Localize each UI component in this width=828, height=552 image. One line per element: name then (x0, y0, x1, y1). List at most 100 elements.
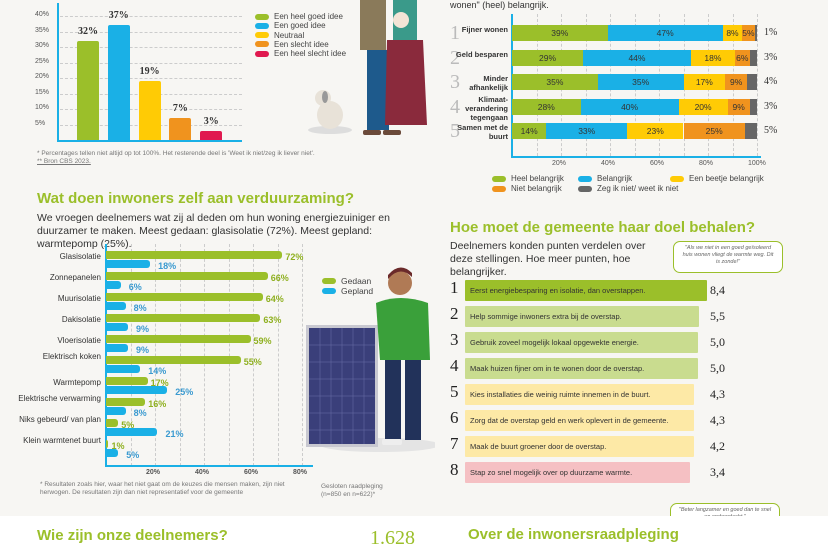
gridline (757, 14, 758, 156)
gridline (204, 244, 205, 466)
statement-score: 8,4 (710, 283, 725, 297)
y-axis (57, 3, 59, 141)
quote-bubble-1: "Als we niet in een goed geïsoleerd huis… (673, 241, 783, 273)
bar (106, 335, 251, 343)
bar-segment: 9% (725, 74, 748, 90)
x-axis (105, 465, 313, 467)
legend-swatch (255, 22, 269, 29)
bar-label: 21% (165, 428, 184, 439)
bar-segment: 29% (512, 49, 584, 66)
bar (77, 40, 99, 140)
legend-item: Neutraal (255, 31, 304, 40)
bar-label: 6% (128, 281, 142, 292)
bar-segment: 20% (678, 98, 728, 115)
bar-segment: 47% (607, 25, 723, 41)
x-tick-label: 100% (748, 160, 766, 167)
row-label: Dakisolatie (61, 315, 101, 324)
row-label: Minder afhankelijk (469, 74, 508, 92)
legend-label: Gedaan (341, 276, 372, 286)
bar-segment (749, 98, 757, 115)
bar (106, 377, 148, 385)
x-axis (511, 156, 761, 158)
bar-label: 37% (108, 10, 129, 22)
x-tick-label: 40% (601, 160, 616, 167)
remainder-label: 3% (764, 100, 778, 112)
statement-bar: Maak huizen fijner om in te wonen door d… (465, 358, 698, 379)
statement-score: 4,2 (710, 439, 725, 453)
legend-label: Zeg ik niet/ weet ik niet (597, 184, 679, 193)
bar (106, 385, 168, 394)
row-label: Klein warmtenet buurt (23, 436, 101, 445)
sample-size: Gesloten raadpleging (n=850 en n=622)* (321, 483, 383, 498)
bar-label: 17% (150, 378, 169, 388)
bar-segment: 6% (734, 49, 750, 66)
bar-segment: 39% (512, 25, 608, 41)
y-tick-label: 25% (35, 57, 50, 65)
bar-segment: 28% (512, 98, 581, 115)
bar (106, 398, 146, 406)
legend-item: Zeg ik niet/ weet ik niet (578, 184, 678, 193)
statement-rank: 4 (450, 356, 459, 375)
bar-segment: 17% (683, 74, 726, 90)
x-tick-label: 60% (244, 469, 259, 476)
bar-label: 5% (121, 420, 135, 430)
rank-number: 5 (450, 120, 460, 142)
legend-label: Belangrijk (597, 174, 633, 183)
chart-measures: 20% 40% 60% 80% Glasisolatie 72% 18% Zonnepanel… (0, 240, 414, 480)
bar-label: 66% (270, 273, 289, 283)
bar-label: 9% (136, 323, 150, 334)
statement-bar: Gebruik zoveel mogelijk lokaal opgewekte… (465, 332, 698, 353)
rank-number: 4 (450, 95, 460, 118)
gridline (60, 62, 242, 64)
bottom-band (0, 516, 828, 552)
gridline (60, 47, 242, 48)
bar (200, 130, 223, 140)
gridline (277, 244, 279, 466)
bar (138, 81, 161, 140)
legend-swatch (255, 41, 269, 48)
row-label: Zonnepanelen (49, 273, 101, 282)
bar (169, 118, 192, 140)
statement-rank: 5 (450, 382, 459, 401)
bar-segment (744, 123, 757, 139)
footnote-self: * Resultaten zoals hier, waar het niet g… (40, 481, 285, 496)
gridline (302, 244, 303, 466)
remainder-label: 3% (764, 51, 778, 63)
statement-score: 5,5 (710, 309, 725, 323)
bar (106, 356, 241, 364)
legend-item: Een goed idee (255, 21, 326, 30)
bar-label: 25% (175, 386, 194, 397)
rank-number: 1 (450, 22, 460, 44)
legend-label: Een slecht idee (274, 39, 329, 49)
statement-bar: Kies installaties die weinig ruimte inne… (465, 384, 694, 405)
x-tick-label: 20% (146, 469, 161, 476)
y-tick-label: 5% (35, 119, 46, 127)
person-solar-panel-illustration (306, 267, 435, 452)
legend-label: Gepland (341, 286, 374, 296)
y-axis (105, 244, 107, 466)
statement-rank: 6 (450, 408, 459, 427)
x-tick-label: 60% (650, 160, 665, 167)
bar-label: 1% (111, 441, 125, 451)
bar-segment: 35% (512, 74, 598, 90)
legend-item: Niet belangrijk (492, 184, 562, 193)
family-illustration (308, 0, 427, 135)
row-label: Niks gebeurd/ van plan (19, 415, 101, 424)
y-tick-label: 40% (35, 11, 50, 18)
bar-segment (754, 25, 757, 41)
bar (106, 314, 261, 322)
statement-score: 4,3 (710, 413, 725, 427)
bar-label: 16% (148, 399, 167, 409)
bar (106, 343, 129, 352)
legend-swatch (322, 278, 336, 284)
legend-label: Een heel goed idee (274, 12, 343, 21)
legend-label: Niet belangrijk (511, 184, 562, 193)
statement-bar: Help sommige inwoners extra bij de overs… (465, 306, 699, 327)
gridline (228, 244, 230, 466)
bar-label: 14% (148, 365, 167, 376)
bar-segment (747, 74, 757, 90)
bar-segment: 35% (597, 74, 684, 90)
bar (106, 419, 119, 427)
x-tick-label: 80% (699, 160, 714, 167)
chart-idea: 5% 10% 15% 20% 25% 30% 35% 40% 32% Een heel goed … (0, 0, 346, 145)
